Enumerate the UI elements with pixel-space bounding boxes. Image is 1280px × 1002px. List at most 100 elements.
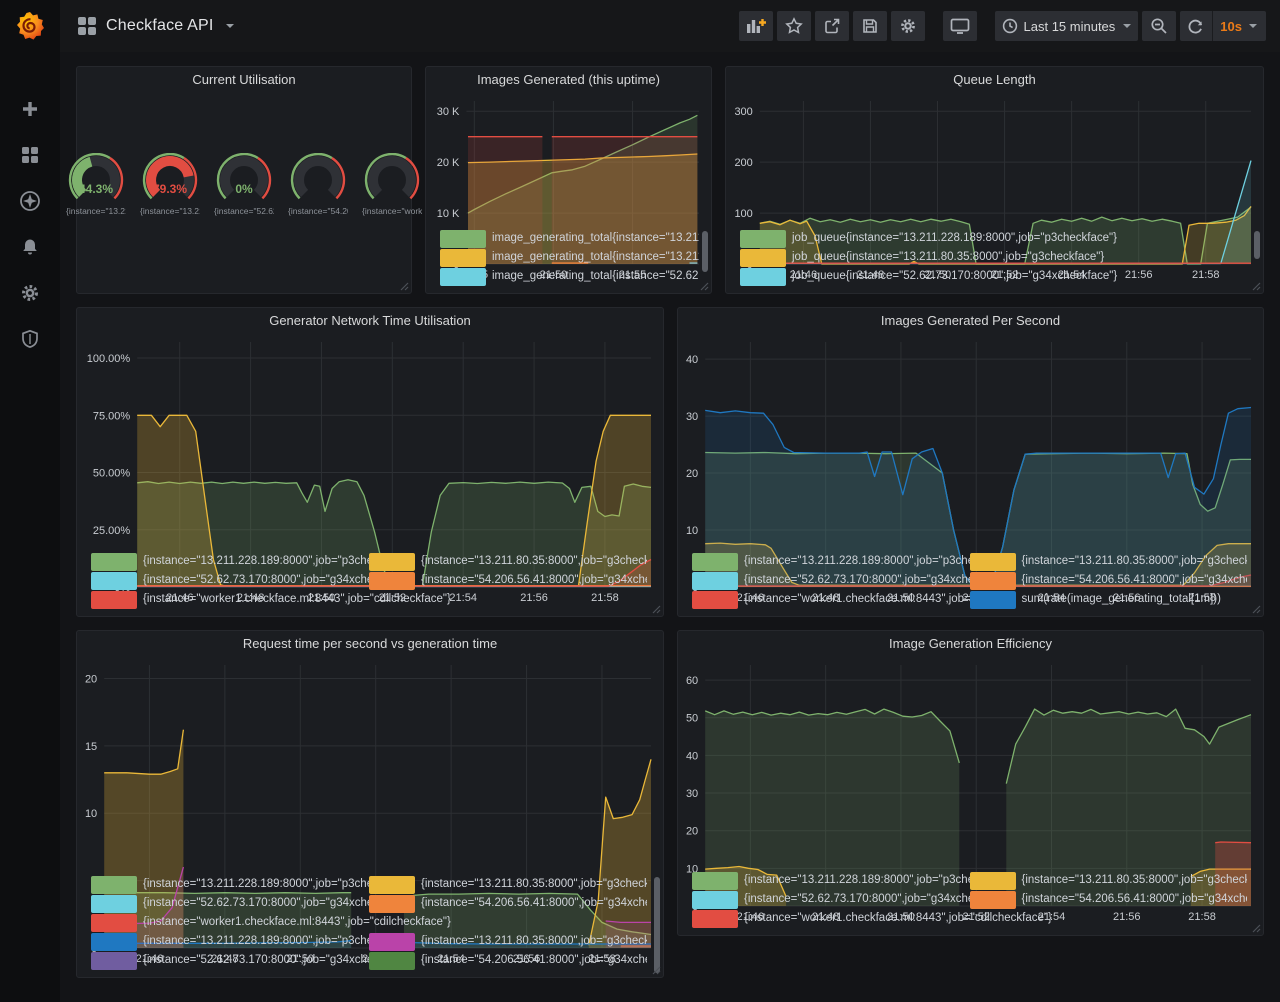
sidebar-item-explore[interactable] [13,190,47,212]
dashboard-settings-button[interactable] [891,11,925,41]
zoom-out-time-button[interactable] [1142,11,1176,41]
legend-series-label: {instance="13.211.228.189:8000",job="p3c… [143,552,369,571]
legend-item[interactable]: {instance="52.62.73.170:8000",job="g34xc… [91,894,369,913]
dashboard-title-group[interactable]: Checkface API [78,17,234,35]
legend-item[interactable]: {instance="52.62.73.170:8000",job="g34xc… [91,951,369,970]
navbar-actions: Last 15 minutes 10s [735,11,1266,41]
legend-item[interactable]: {instance="13.211.80.35:8000",job="g3che… [970,552,1248,571]
legend-item[interactable]: job_queue{instance="52.62.73.170:8000",j… [740,267,1251,286]
sidebar-item-alerting[interactable] [13,236,47,258]
svg-text:30: 30 [686,411,698,423]
legend-item[interactable]: {instance="worker1.checkface.ml:8443",jo… [91,590,651,609]
panel-title[interactable]: Images Generated Per Second [678,308,1263,334]
legend-item[interactable]: job_queue{instance="13.211.228.189:8000"… [740,229,1251,248]
graph-plot-area[interactable]: 21:4621:4821:5021:5221:5421:5621:5801020… [680,334,1257,550]
legend-item[interactable]: {instance="13.211.228.189:8000",job="p3c… [692,552,970,571]
legend-item[interactable]: {instance="13.211.228.189:8000",job="p3c… [91,932,369,951]
svg-text:10: 10 [85,808,97,820]
legend-scrollbar[interactable] [654,877,660,973]
sidebar-item-configuration[interactable] [13,282,47,304]
clock-icon [1002,18,1018,34]
legend-item[interactable]: {instance="52.62.73.170:8000",job="g34xc… [692,571,970,590]
panel-resize-handle[interactable] [652,966,661,975]
legend-item[interactable]: {instance="13.211.80.35:8000",job="g3che… [970,871,1248,890]
legend-item[interactable]: {instance="worker1.checkface.ml:8443",jo… [692,909,1251,928]
gauge-group: 44.3%{instance="13.211...79.3%{instance=… [77,93,411,293]
gauge-arc [289,153,347,203]
graph-plot-area[interactable]: 21:4621:4821:5021:5221:5421:5621:5805101… [79,657,657,873]
panel-title[interactable]: Current Utilisation [77,67,411,93]
legend-item[interactable]: {instance="54.206.56.41:8000",job="g34xc… [369,571,647,590]
panel-title[interactable]: Queue Length [726,67,1263,93]
gauge[interactable]: 44.3%{instance="13.211... [67,153,125,216]
share-icon [823,17,841,35]
star-dashboard-button[interactable] [777,11,811,41]
panel-title[interactable]: Request time per second vs generation ti… [77,631,663,657]
add-panel-icon [746,17,766,35]
legend-item[interactable]: {instance="worker1.checkface.ml:8443",jo… [692,590,970,609]
panel-resize-handle[interactable] [1252,282,1261,291]
graph-plot-area[interactable]: 21:4621:4821:5021:5221:5421:5621:5801002… [728,93,1257,227]
panel-title[interactable]: Images Generated (this uptime) [426,67,711,93]
panel-title[interactable]: Generator Network Time Utilisation [77,308,663,334]
panel-title[interactable]: Image Generation Efficiency [678,631,1263,657]
legend-item[interactable]: {instance="13.211.228.189:8000",job="p3c… [692,871,970,890]
legend-series-color [91,553,137,571]
refresh-picker[interactable]: 10s [1180,11,1266,41]
legend-item[interactable]: image_generating_total{instance="13.211.… [440,248,699,267]
svg-text:60: 60 [686,675,698,687]
legend-scrollbar[interactable] [1254,231,1260,259]
legend-item[interactable]: {instance="52.62.73.170:8000",job="g34xc… [692,890,970,909]
graph-plot-area[interactable]: 21:4621:4821:5021:5221:5421:5621:5801020… [680,657,1257,869]
legend-item[interactable]: {instance="13.211.80.35:8000",job="g3che… [369,932,647,951]
legend-item[interactable]: sum(rate(image_generating_total[1m])) [970,590,1248,609]
divider [1212,11,1213,41]
grafana-logo[interactable] [0,0,60,52]
gauge[interactable]: {instance="worker... [363,153,421,216]
legend-series-color [91,572,137,590]
legend-series-color [91,952,137,970]
svg-text:10 K: 10 K [437,208,460,220]
graph-plot-area[interactable]: 21:4621:4821:5021:5221:5421:5621:580%25.… [79,334,657,550]
graph-plot-area[interactable]: 21:4521:5021:55010 K20 K30 K [428,93,705,227]
cycle-view-mode-button[interactable] [943,11,977,41]
legend-series-label: sum(rate(image_generating_total[1m])) [1022,590,1221,609]
legend-item[interactable]: {instance="13.211.228.189:8000",job="p3c… [91,552,369,571]
legend-item[interactable]: {instance="54.206.56.41:8000",job="g34xc… [369,951,647,970]
time-range-picker[interactable]: Last 15 minutes [995,11,1139,41]
legend-item[interactable]: {instance="54.206.56.41:8000",job="g34xc… [369,894,647,913]
gauge[interactable]: 79.3%{instance="13.211... [141,153,199,216]
share-dashboard-button[interactable] [815,11,849,41]
legend-series-label: {instance="13.211.80.35:8000",job="g3che… [421,552,647,571]
legend-scrollbar[interactable] [702,231,708,272]
legend-series-color [91,914,137,932]
gauge[interactable]: {instance="54.206... [289,153,347,216]
panel-resize-handle[interactable] [1252,924,1261,933]
legend-item[interactable]: {instance="52.62.73.170:8000",job="g34xc… [91,571,369,590]
add-panel-button[interactable] [739,11,773,41]
panel-resize-handle[interactable] [700,282,709,291]
svg-text:0%: 0% [235,182,253,196]
sidebar-item-dashboards[interactable] [13,144,47,166]
legend-item[interactable]: {instance="54.206.56.41:8000",job="g34xc… [970,571,1248,590]
panel-resize-handle[interactable] [1252,605,1261,614]
dashboards-icon [20,145,40,165]
sidebar-item-create[interactable] [13,98,47,120]
legend-item[interactable]: {instance="13.211.228.189:8000",job="p3c… [91,875,369,894]
panel-resize-handle[interactable] [400,282,409,291]
panel-resize-handle[interactable] [652,605,661,614]
refresh-icon [1187,18,1204,35]
legend-item[interactable]: {instance="13.211.80.35:8000",job="g3che… [369,875,647,894]
legend-item[interactable]: image_generating_total{instance="13.211.… [440,229,699,248]
legend-item[interactable]: {instance="13.211.80.35:8000",job="g3che… [369,552,647,571]
explore-compass-icon [19,190,41,212]
legend-item[interactable]: job_queue{instance="13.211.80.35:8000",j… [740,248,1251,267]
sidebar-item-server-admin[interactable] [13,328,47,350]
apps-icon [78,17,96,35]
save-dashboard-button[interactable] [853,11,887,41]
legend-item[interactable]: {instance="54.206.56.41:8000",job="g34xc… [970,890,1248,909]
legend-item[interactable]: {instance="worker1.checkface.ml:8443",jo… [91,913,651,932]
legend-item[interactable]: image_generating_total{instance="52.62.7… [440,267,699,286]
gauge-arc [363,153,421,203]
gauge[interactable]: 0%{instance="52.62.7... [215,153,273,216]
